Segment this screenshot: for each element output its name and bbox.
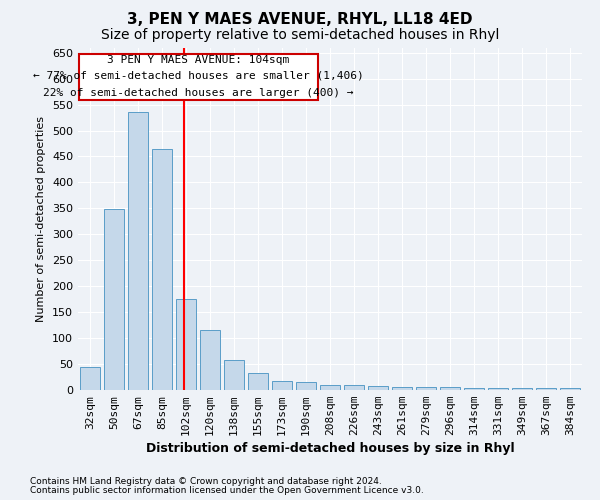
Text: Size of property relative to semi-detached houses in Rhyl: Size of property relative to semi-detach…	[101, 28, 499, 42]
Bar	[536, 388, 556, 390]
Bar	[176, 299, 196, 390]
Bar	[296, 382, 316, 390]
Bar	[152, 148, 172, 390]
Text: 22% of semi-detached houses are larger (400) →: 22% of semi-detached houses are larger (…	[43, 88, 354, 98]
Bar	[392, 388, 412, 390]
Bar	[440, 388, 460, 390]
Bar	[560, 388, 580, 390]
Bar	[272, 380, 292, 390]
Bar	[512, 388, 532, 390]
Text: Contains HM Land Registry data © Crown copyright and database right 2024.: Contains HM Land Registry data © Crown c…	[30, 477, 382, 486]
Bar	[320, 385, 340, 390]
Bar	[104, 210, 124, 390]
Bar	[416, 388, 436, 390]
Bar	[368, 386, 388, 390]
Text: ← 77% of semi-detached houses are smaller (1,406): ← 77% of semi-detached houses are smalle…	[33, 70, 364, 81]
Bar	[464, 388, 484, 390]
Bar	[80, 366, 100, 390]
Text: Contains public sector information licensed under the Open Government Licence v3: Contains public sector information licen…	[30, 486, 424, 495]
Bar	[200, 330, 220, 390]
Text: 3 PEN Y MAES AVENUE: 104sqm: 3 PEN Y MAES AVENUE: 104sqm	[107, 56, 290, 66]
Y-axis label: Number of semi-detached properties: Number of semi-detached properties	[37, 116, 46, 322]
Bar	[488, 388, 508, 390]
Bar	[248, 373, 268, 390]
Bar	[128, 112, 148, 390]
Text: 3, PEN Y MAES AVENUE, RHYL, LL18 4ED: 3, PEN Y MAES AVENUE, RHYL, LL18 4ED	[127, 12, 473, 28]
Bar	[344, 385, 364, 390]
FancyBboxPatch shape	[79, 54, 318, 100]
X-axis label: Distribution of semi-detached houses by size in Rhyl: Distribution of semi-detached houses by …	[146, 442, 514, 456]
Bar	[224, 360, 244, 390]
